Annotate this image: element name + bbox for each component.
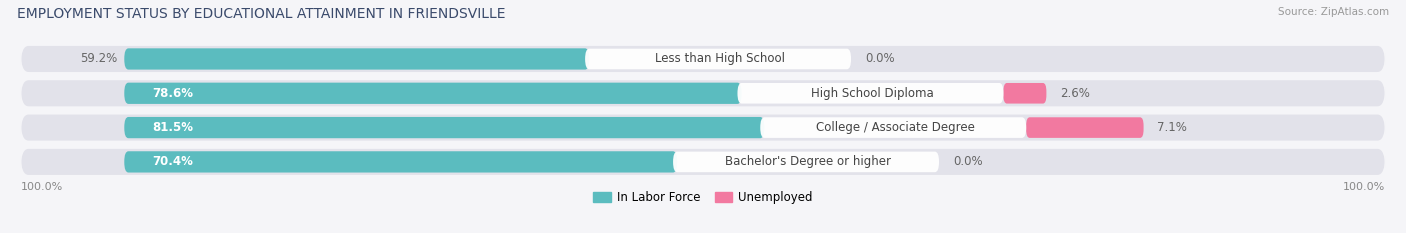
- FancyBboxPatch shape: [124, 151, 678, 172]
- FancyBboxPatch shape: [1004, 83, 1046, 104]
- Text: High School Diploma: High School Diploma: [811, 87, 934, 100]
- Text: EMPLOYMENT STATUS BY EDUCATIONAL ATTAINMENT IN FRIENDSVILLE: EMPLOYMENT STATUS BY EDUCATIONAL ATTAINM…: [17, 7, 505, 21]
- FancyBboxPatch shape: [21, 80, 1385, 106]
- Text: 2.6%: 2.6%: [1060, 87, 1090, 100]
- Text: Source: ZipAtlas.com: Source: ZipAtlas.com: [1278, 7, 1389, 17]
- Text: 0.0%: 0.0%: [865, 52, 894, 65]
- Text: 78.6%: 78.6%: [152, 87, 193, 100]
- FancyBboxPatch shape: [1026, 117, 1143, 138]
- FancyBboxPatch shape: [124, 48, 589, 70]
- FancyBboxPatch shape: [761, 117, 1026, 138]
- Text: Less than High School: Less than High School: [655, 52, 785, 65]
- FancyBboxPatch shape: [124, 117, 765, 138]
- Text: 59.2%: 59.2%: [80, 52, 118, 65]
- FancyBboxPatch shape: [585, 49, 851, 69]
- Text: Bachelor's Degree or higher: Bachelor's Degree or higher: [725, 155, 891, 168]
- FancyBboxPatch shape: [738, 83, 1004, 104]
- Text: 81.5%: 81.5%: [152, 121, 193, 134]
- Text: 70.4%: 70.4%: [152, 155, 193, 168]
- Text: 0.0%: 0.0%: [953, 155, 983, 168]
- FancyBboxPatch shape: [124, 83, 741, 104]
- FancyBboxPatch shape: [21, 149, 1385, 175]
- FancyBboxPatch shape: [21, 46, 1385, 72]
- FancyBboxPatch shape: [673, 152, 939, 172]
- Text: College / Associate Degree: College / Associate Degree: [815, 121, 974, 134]
- Text: 100.0%: 100.0%: [21, 182, 63, 192]
- FancyBboxPatch shape: [21, 115, 1385, 141]
- Text: 7.1%: 7.1%: [1157, 121, 1187, 134]
- Text: 100.0%: 100.0%: [1343, 182, 1385, 192]
- Legend: In Labor Force, Unemployed: In Labor Force, Unemployed: [589, 186, 817, 209]
